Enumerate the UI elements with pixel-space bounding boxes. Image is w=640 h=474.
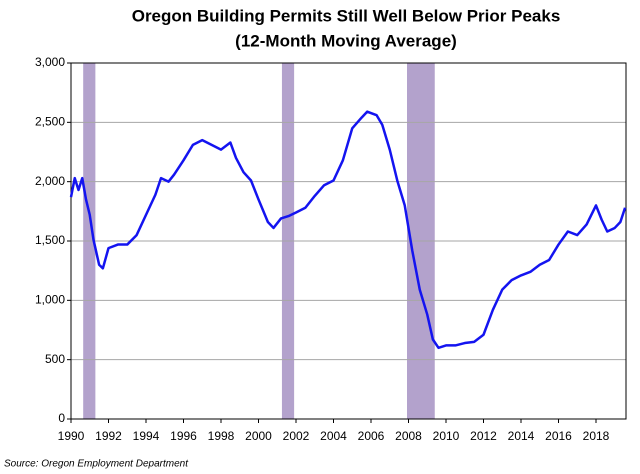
data-line bbox=[69, 110, 627, 350]
chart-subtitle: (12-Month Moving Average) bbox=[235, 31, 457, 50]
y-tick-label: 0 bbox=[58, 411, 65, 425]
y-tick-label: 2,000 bbox=[35, 174, 65, 188]
y-tick-label: 1,500 bbox=[35, 233, 65, 247]
x-tick-label: 2018 bbox=[583, 429, 610, 443]
plot-frame bbox=[70, 62, 627, 420]
y-tick-label: 1,000 bbox=[35, 293, 65, 307]
x-tick-label: 2008 bbox=[395, 429, 422, 443]
x-tick-label: 2014 bbox=[508, 429, 535, 443]
x-tick-label: 2000 bbox=[245, 429, 272, 443]
y-tick-label: 500 bbox=[45, 352, 65, 366]
x-tick-label: 1990 bbox=[58, 429, 85, 443]
x-tick-label: 2016 bbox=[545, 429, 572, 443]
x-tick-label: 2006 bbox=[358, 429, 385, 443]
x-tick-label: 2010 bbox=[433, 429, 460, 443]
y-tick-label: 3,000 bbox=[35, 55, 65, 69]
x-tick-label: 1996 bbox=[170, 429, 197, 443]
y-tick-label: 2,500 bbox=[35, 115, 65, 129]
x-tick-label: 2004 bbox=[320, 429, 347, 443]
x-tick-label: 2012 bbox=[470, 429, 497, 443]
source-note: Source: Oregon Employment Department bbox=[4, 459, 189, 470]
x-tick-label: 1994 bbox=[133, 429, 160, 443]
x-tick-label: 2002 bbox=[283, 429, 310, 443]
x-tick-label: 1998 bbox=[208, 429, 235, 443]
x-tick-label: 1992 bbox=[95, 429, 122, 443]
chart-title: Oregon Building Permits Still Well Below… bbox=[132, 6, 561, 25]
